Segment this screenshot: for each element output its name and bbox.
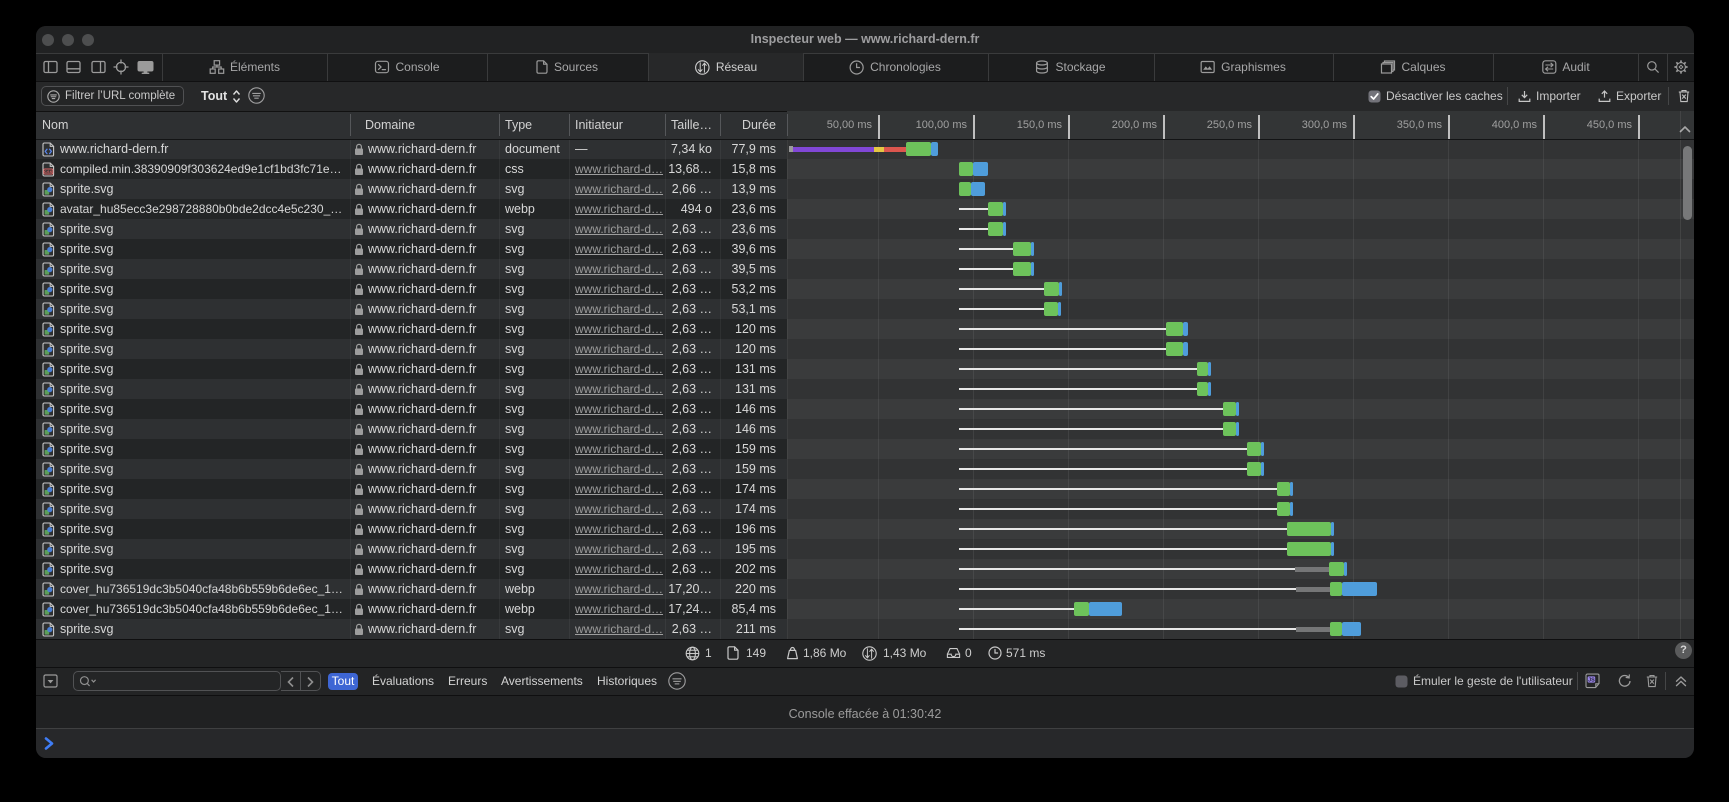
svg-text:JS: JS [1588,677,1595,683]
svg-text:css: css [44,170,52,175]
